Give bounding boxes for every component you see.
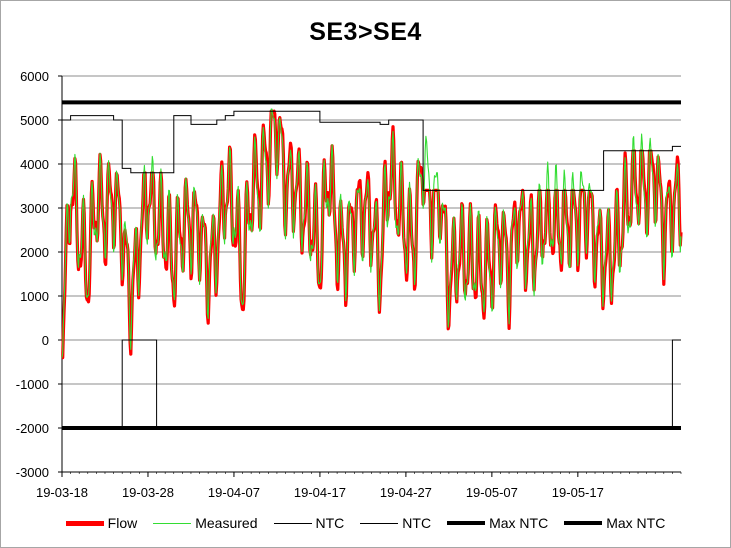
legend-swatch-0: [65, 520, 104, 526]
y-tick-label-4: 1000: [20, 289, 49, 304]
legend-swatch-1: [153, 522, 192, 524]
legend-label-3: NTC: [402, 515, 432, 531]
legend-label-4: Max NTC: [489, 515, 549, 531]
tick-labels: -3000 -2000 -1000 0 1000 2000 3000 4000 5000 6000…: [16, 69, 604, 500]
chart-title: SE3>SE4: [309, 18, 422, 46]
legend-item-1: Measured: [153, 515, 258, 531]
y-tick-label-6: 3000: [20, 201, 49, 216]
legend-swatch-2: [273, 522, 312, 524]
y-tick-label-0: -3000: [16, 465, 49, 480]
legend-item-3: NTC: [360, 515, 431, 531]
series-measured-line: [61, 108, 682, 358]
y-tick-label-1: -2000: [16, 421, 49, 436]
legend-label-5: Max NTC: [606, 515, 666, 531]
x-tick-label-4: 19-04-27: [380, 485, 432, 500]
y-tick-label-2: -1000: [16, 377, 49, 392]
series-layer: [61, 100, 683, 430]
legend-swatch-4: [447, 521, 486, 525]
x-tick-label-6: 19-05-17: [552, 485, 604, 500]
x-tick-label-2: 19-04-07: [208, 485, 260, 500]
legend-item-0: Flow: [65, 515, 138, 531]
legend-item-2: NTC: [273, 515, 345, 531]
chart-legend: Flow Measured NTC NTC Max NTC Max NTC: [0, 512, 731, 534]
x-tick-label-0: 19-03-18: [36, 485, 88, 500]
series-ntc-line-1: [62, 110, 681, 191]
y-tick-label-9: 6000: [20, 69, 49, 84]
legend-label-0: Flow: [107, 515, 138, 531]
x-tick-label-5: 19-05-07: [466, 485, 518, 500]
y-tick-label-7: 4000: [20, 157, 49, 172]
axes: [58, 75, 682, 477]
x-tick-label-1: 19-03-28: [122, 485, 174, 500]
legend-swatch-3: [360, 522, 399, 524]
legend-item-5: Max NTC: [564, 515, 665, 531]
y-tick-label-5: 2000: [20, 245, 49, 260]
y-tick-label-8: 5000: [20, 113, 49, 128]
y-tick-label-3: 0: [42, 333, 49, 348]
legend-item-4: Max NTC: [447, 515, 548, 531]
legend-swatch-5: [564, 521, 603, 525]
legend-label-1: Measured: [195, 515, 258, 531]
series-ntc-line-2: [62, 339, 681, 429]
gridlines: [62, 75, 681, 473]
legend-label-2: NTC: [315, 515, 345, 531]
x-tick-label-3: 19-04-17: [294, 485, 346, 500]
